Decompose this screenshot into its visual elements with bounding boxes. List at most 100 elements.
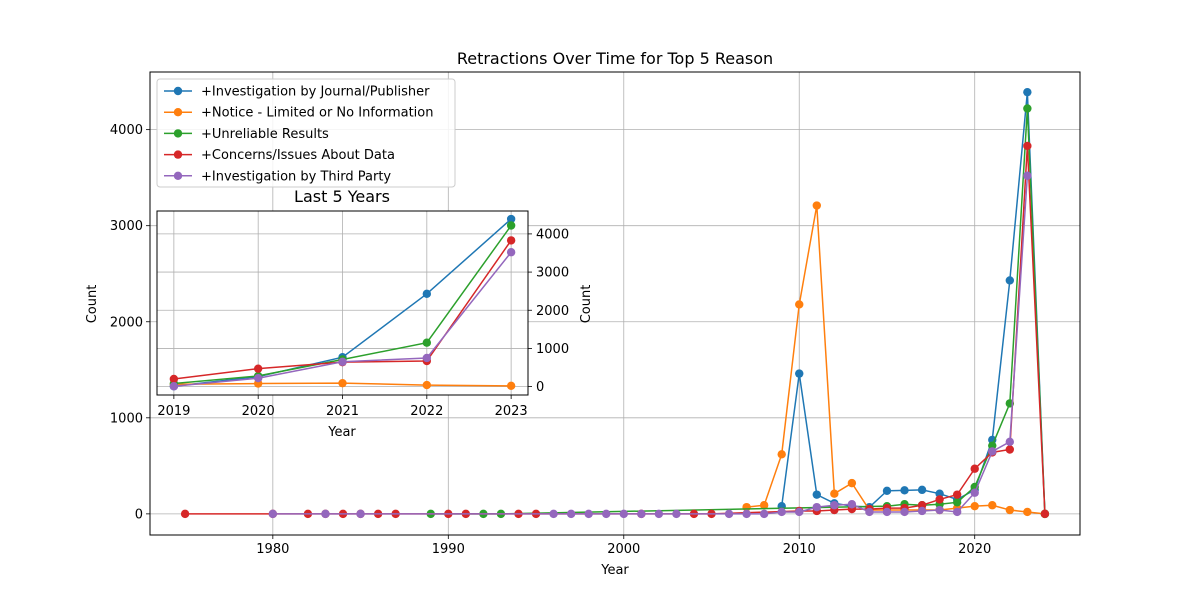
x-tick-label: 1990 bbox=[432, 542, 465, 557]
data-point bbox=[1023, 507, 1032, 517]
data-point bbox=[654, 509, 664, 519]
legend-item: +Investigation by Third Party bbox=[164, 169, 391, 184]
series-2 bbox=[742, 201, 1050, 519]
inset-data-point bbox=[338, 357, 347, 366]
inset-data-point bbox=[253, 364, 263, 373]
legend-label: +Unreliable Results bbox=[201, 127, 329, 142]
x-tick-label: 2000 bbox=[607, 542, 640, 557]
data-point bbox=[970, 501, 979, 511]
data-point bbox=[1023, 171, 1032, 180]
y-tick-label: 4000 bbox=[110, 123, 143, 138]
data-point bbox=[935, 505, 944, 515]
inset-data-point bbox=[506, 248, 516, 257]
data-point bbox=[742, 509, 751, 519]
data-point bbox=[812, 490, 821, 499]
data-point bbox=[882, 507, 892, 517]
inset-series bbox=[169, 214, 516, 391]
data-point bbox=[882, 486, 892, 496]
inset-data-point bbox=[506, 221, 516, 230]
legend-marker bbox=[173, 86, 183, 96]
inset-data-point bbox=[253, 374, 263, 383]
legend-items: +Investigation by Journal/Publisher +Noti… bbox=[164, 85, 433, 184]
inset-data-point bbox=[506, 236, 516, 245]
inset-data-point bbox=[169, 382, 179, 391]
x-tick-label: 1980 bbox=[256, 542, 289, 557]
main-series bbox=[180, 87, 1050, 519]
legend-item: +Investigation by Journal/Publisher bbox=[164, 85, 430, 100]
legend-marker bbox=[173, 129, 183, 138]
data-point bbox=[795, 369, 804, 378]
inset-x-tick-label: 2020 bbox=[242, 404, 275, 419]
data-point bbox=[1005, 437, 1015, 447]
series-1 bbox=[777, 87, 1050, 519]
inset-data-point bbox=[506, 381, 516, 391]
legend-label: +Concerns/Issues About Data bbox=[201, 148, 395, 163]
inset-plot: 2019 2020 2021 2022 2023 0 1000 2000 3000 4000 L… bbox=[156, 187, 594, 440]
data-point bbox=[724, 509, 734, 519]
data-point bbox=[952, 498, 962, 507]
data-point bbox=[321, 509, 330, 519]
data-point bbox=[917, 501, 927, 510]
data-point bbox=[1040, 509, 1050, 519]
legend-item: +Unreliable Results bbox=[164, 127, 329, 142]
y-tick-label: 0 bbox=[135, 507, 143, 522]
inset-series-5 bbox=[169, 248, 516, 391]
inset-data-point bbox=[422, 380, 432, 390]
data-point bbox=[988, 501, 997, 510]
main-plot: 1980 1990 2000 2010 2020 0 1000 2000 3000 4000 R… bbox=[85, 49, 1081, 578]
data-point bbox=[268, 509, 278, 519]
inset-x-tick-label: 2019 bbox=[157, 404, 190, 419]
data-point bbox=[935, 495, 944, 504]
y-tick-label: 2000 bbox=[110, 315, 143, 330]
data-point bbox=[952, 490, 962, 499]
series-line bbox=[746, 205, 1045, 515]
data-point bbox=[1023, 141, 1032, 151]
legend-marker bbox=[173, 150, 183, 159]
data-point bbox=[1005, 505, 1015, 515]
inset-x-tick-label: 2022 bbox=[410, 404, 443, 419]
data-point bbox=[917, 485, 927, 495]
data-point bbox=[180, 509, 190, 519]
inset-y-tick-label: 2000 bbox=[536, 304, 569, 319]
series-line bbox=[780, 92, 1046, 514]
x-axis-label: Year bbox=[600, 563, 629, 578]
data-point bbox=[970, 488, 979, 497]
data-point bbox=[830, 501, 839, 510]
data-point bbox=[637, 509, 646, 519]
legend: +Investigation by Journal/Publisher +Noti… bbox=[156, 78, 456, 188]
inset-data-point bbox=[422, 338, 432, 347]
data-point bbox=[672, 509, 681, 519]
inset-y-tick-label: 1000 bbox=[536, 342, 569, 357]
data-point bbox=[1005, 445, 1015, 454]
inset-data-point bbox=[338, 378, 347, 388]
data-point bbox=[812, 201, 821, 210]
data-point bbox=[1005, 276, 1015, 285]
inset-y-tick-label: 3000 bbox=[536, 266, 569, 281]
data-point bbox=[812, 502, 821, 512]
inset-title: Last 5 Years bbox=[294, 187, 390, 206]
data-point bbox=[952, 507, 962, 517]
data-point bbox=[1023, 87, 1032, 97]
legend-label: +Investigation by Third Party bbox=[201, 169, 391, 184]
chart-title: Retractions Over Time for Top 5 Reason bbox=[457, 49, 773, 68]
inset-y-tick-label: 4000 bbox=[536, 227, 569, 242]
main-y-ticks: 0 1000 2000 3000 4000 bbox=[110, 123, 150, 522]
y-tick-label: 3000 bbox=[110, 219, 143, 234]
data-point bbox=[795, 507, 804, 517]
data-point bbox=[900, 507, 909, 517]
data-point bbox=[777, 507, 786, 517]
data-point bbox=[1023, 104, 1032, 113]
x-tick-label: 2020 bbox=[958, 542, 991, 557]
data-point bbox=[935, 489, 944, 498]
inset-x-tick-label: 2023 bbox=[495, 404, 528, 419]
data-point bbox=[777, 450, 786, 459]
data-point bbox=[830, 489, 839, 498]
data-point bbox=[795, 300, 804, 309]
data-point bbox=[566, 509, 576, 519]
data-point bbox=[759, 501, 769, 510]
data-point bbox=[970, 464, 979, 473]
inset-y-ticks: 0 1000 2000 3000 4000 bbox=[528, 227, 569, 395]
inset-y-axis-label: Count bbox=[579, 285, 594, 324]
data-point bbox=[900, 486, 909, 495]
y-axis-label: Count bbox=[85, 285, 100, 324]
